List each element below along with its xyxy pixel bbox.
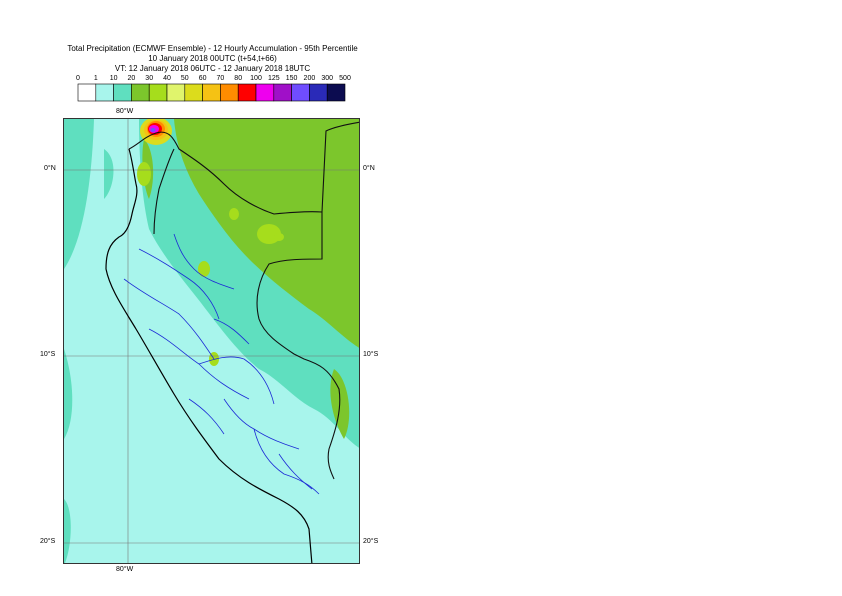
legend-swatch — [326, 83, 346, 102]
lat-label-20s-right: 20°S — [363, 538, 379, 545]
legend-tick-label: 40 — [163, 75, 171, 82]
legend-swatch — [184, 83, 203, 102]
legend-swatch — [202, 83, 221, 102]
legend-tick-label: 30 — [145, 75, 153, 82]
legend-tick-label: 10 — [110, 75, 118, 82]
legend-tick-label: 1 — [94, 75, 98, 82]
legend-tick-label: 300 — [321, 75, 333, 82]
graticule — [64, 119, 359, 563]
legend-tick-label: 100 — [250, 75, 262, 82]
legend-tick-label: 80 — [234, 75, 242, 82]
legend-tick-label: 50 — [181, 75, 189, 82]
legend-tick-label: 0 — [76, 75, 80, 82]
ocean-precip-patches — [64, 119, 114, 563]
color-legend: 0 1 10 20 30 40 50 60 70 80 100 125 150 200 300 500 — [76, 75, 351, 102]
legend-tick-label: 125 — [268, 75, 280, 82]
lon-label-top: 80°W — [116, 108, 134, 115]
legend-tick-label: 200 — [304, 75, 316, 82]
legend-swatch — [77, 83, 97, 102]
legend-swatch — [220, 83, 239, 102]
legend-tick-label: 150 — [286, 75, 298, 82]
map-title: Total Precipitation (ECMWF Ensemble) - 1… — [67, 44, 358, 53]
land-precip-yellow — [137, 162, 284, 366]
legend-tick-label: 70 — [217, 75, 225, 82]
lat-label-10s-left: 10°S — [40, 351, 56, 358]
map-run-date: 10 January 2018 00UTC (t+54,t+66) — [148, 54, 277, 63]
regional-borders — [123, 233, 320, 495]
legend-swatch — [273, 83, 292, 102]
legend-swatch — [95, 83, 114, 102]
map-valid-time: VT: 12 January 2018 06UTC - 12 January 2… — [114, 64, 311, 73]
lat-label-10s-right: 10°S — [363, 351, 379, 358]
legend-swatch — [131, 83, 150, 102]
legend-swatch — [148, 83, 168, 102]
legend-tick-label: 60 — [199, 75, 207, 82]
legend-swatch — [309, 83, 328, 102]
precipitation-map — [63, 118, 360, 564]
legend-swatch — [237, 83, 257, 102]
lon-label-bottom: 80°W — [116, 566, 134, 573]
lat-label-20s-left: 20°S — [40, 538, 56, 545]
legend-swatch — [166, 83, 186, 102]
lat-label-eq-right: 0°N — [363, 165, 375, 172]
legend-swatch — [113, 83, 132, 102]
legend-tick-label: 20 — [128, 75, 136, 82]
coastline — [105, 148, 313, 563]
legend-swatch — [291, 83, 310, 102]
lat-label-eq-left: 0°N — [44, 165, 56, 172]
map-canvas — [64, 119, 359, 563]
legend-swatch — [255, 83, 275, 102]
legend-tick-label: 500 — [339, 75, 351, 82]
country-borders — [128, 121, 359, 480]
